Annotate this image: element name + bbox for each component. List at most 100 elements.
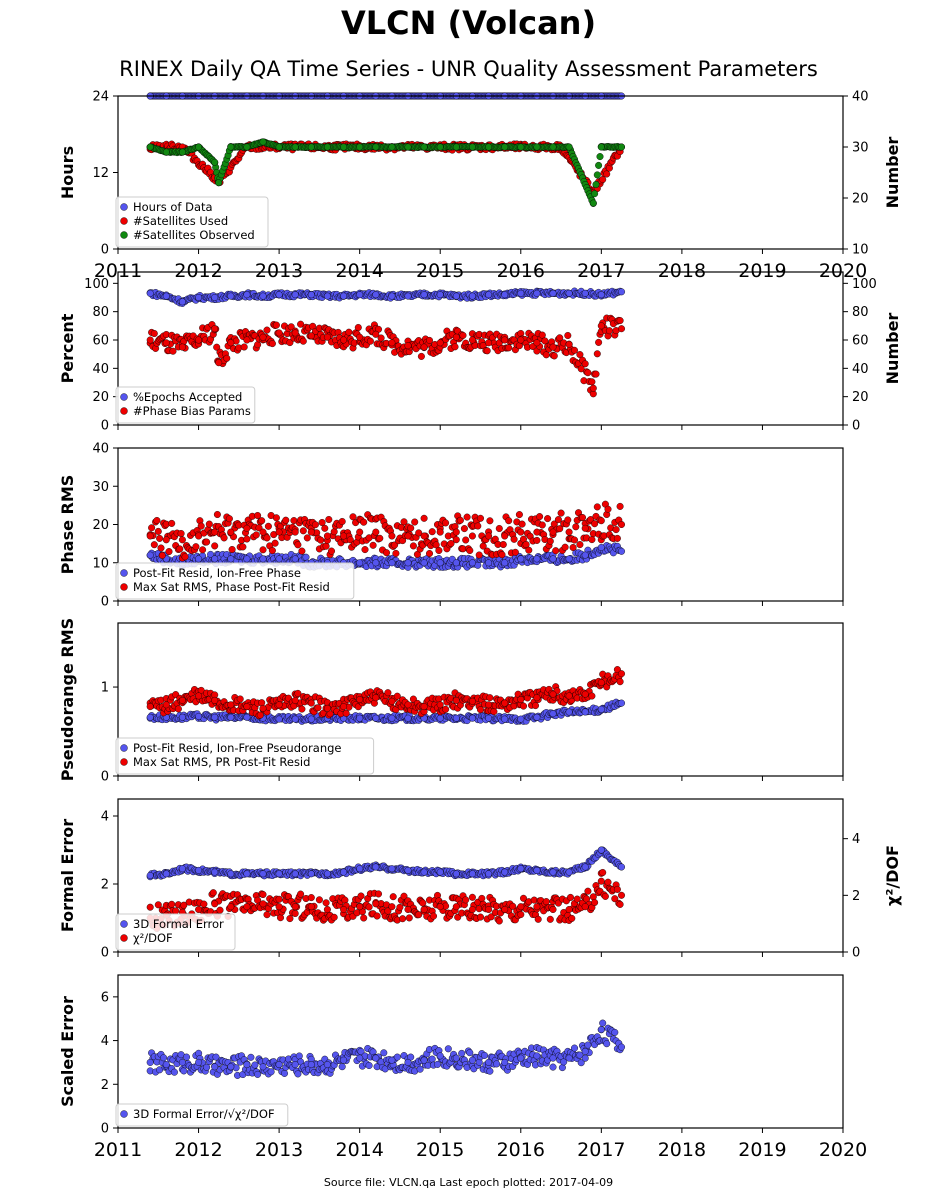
- data-point: [481, 1051, 489, 1059]
- data-point: [195, 692, 203, 700]
- legend-marker: [120, 920, 128, 928]
- data-point: [169, 347, 177, 355]
- data-point: [178, 148, 186, 156]
- data-point: [591, 899, 599, 907]
- data-point: [517, 143, 525, 151]
- data-point: [146, 143, 154, 151]
- data-point: [341, 896, 349, 904]
- data-point: [170, 1068, 178, 1076]
- data-point: [243, 524, 251, 532]
- data-point: [501, 906, 509, 914]
- data-point: [428, 1055, 436, 1063]
- data-point: [388, 559, 396, 567]
- data-point: [549, 1063, 557, 1071]
- data-point: [420, 703, 428, 711]
- y-tick-label: 2: [101, 878, 109, 893]
- data-point: [618, 547, 626, 555]
- data-point: [216, 906, 224, 914]
- data-point: [396, 903, 404, 911]
- data-point: [549, 1054, 557, 1062]
- data-point: [556, 525, 564, 533]
- data-point: [323, 532, 331, 540]
- data-point: [356, 1054, 364, 1062]
- data-point: [256, 711, 264, 719]
- x-tick-label: 2017: [577, 260, 625, 282]
- legend: %Epochs Accepted#Phase Bias Params: [115, 386, 256, 424]
- legend-marker: [120, 393, 128, 401]
- data-point: [268, 340, 276, 348]
- y2-tick-label: 10: [852, 243, 869, 258]
- data-point: [541, 337, 549, 345]
- data-point: [176, 545, 184, 553]
- data-point: [325, 516, 333, 524]
- data-point: [447, 540, 455, 548]
- data-point: [259, 528, 267, 536]
- data-point: [468, 893, 476, 901]
- legend-label: Post-Fit Resid, Ion-Free Phase: [133, 566, 301, 580]
- legend-box: [115, 386, 256, 424]
- data-point: [361, 546, 369, 554]
- data-point: [146, 703, 154, 711]
- data-point: [211, 696, 219, 704]
- data-point: [597, 291, 605, 299]
- data-point: [243, 713, 251, 721]
- data-point: [618, 699, 626, 707]
- y-tick-label: 4: [101, 1034, 109, 1049]
- data-point: [338, 518, 346, 526]
- data-point: [178, 1058, 186, 1066]
- data-point: [227, 339, 235, 347]
- data-point: [536, 513, 544, 521]
- data-point: [146, 336, 154, 344]
- data-point: [468, 697, 476, 705]
- data-point: [515, 511, 523, 519]
- data-point: [146, 532, 154, 540]
- data-point: [275, 143, 283, 151]
- data-point: [223, 354, 231, 362]
- data-point: [477, 913, 485, 921]
- data-point: [203, 538, 211, 546]
- data-point: [478, 894, 486, 902]
- data-point: [150, 541, 158, 549]
- y-tick-label: 0: [101, 595, 109, 610]
- data-point: [581, 708, 589, 716]
- data-point: [533, 536, 541, 544]
- data-point: [227, 870, 235, 878]
- data-point: [228, 546, 236, 554]
- data-point: [160, 1054, 168, 1062]
- data-point: [404, 342, 412, 350]
- data-point: [501, 699, 509, 707]
- data-point: [584, 369, 592, 377]
- y-tick-label: 10: [92, 556, 109, 571]
- data-point: [452, 714, 460, 722]
- data-point: [549, 143, 557, 151]
- data-point: [599, 869, 607, 877]
- data-point: [307, 903, 315, 911]
- data-point: [286, 339, 294, 347]
- data-point: [388, 865, 396, 873]
- data-point: [452, 292, 460, 300]
- data-point: [565, 143, 573, 151]
- data-point: [365, 1061, 373, 1069]
- data-point: [307, 894, 315, 902]
- data-point: [375, 890, 383, 898]
- data-point: [360, 914, 368, 922]
- data-point: [259, 138, 267, 146]
- legend-label: %Epochs Accepted: [133, 390, 242, 404]
- data-point: [354, 324, 362, 332]
- data-point: [618, 891, 626, 899]
- data-point: [195, 906, 203, 914]
- legend-label: 3D Formal Error/√χ²/DOF: [133, 1107, 275, 1121]
- data-point: [275, 555, 283, 563]
- data-point: [568, 914, 576, 922]
- y2-tick-label: 0: [852, 419, 860, 434]
- data-point: [618, 325, 626, 333]
- data-point: [178, 343, 186, 351]
- data-point: [314, 704, 322, 712]
- data-point: [263, 534, 271, 542]
- data-point: [435, 547, 443, 555]
- y-tick-label: 0: [101, 946, 109, 961]
- data-point: [258, 517, 266, 525]
- data-point: [377, 334, 385, 342]
